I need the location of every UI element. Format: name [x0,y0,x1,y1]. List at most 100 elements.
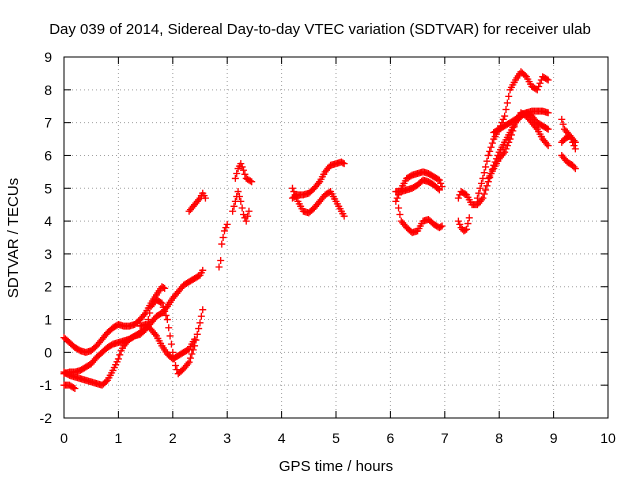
data-point [559,120,567,128]
data-point [505,138,513,146]
data-point [241,170,249,178]
data-point [193,330,201,338]
data-point [571,165,579,173]
data-point [480,169,488,177]
x-tick-label: 2 [169,430,177,446]
chart-title: Day 039 of 2014, Sidereal Day-to-day VTE… [49,21,591,38]
data-point [543,140,551,148]
data-point [507,131,515,139]
data-point [220,227,228,235]
y-tick-label: -1 [40,377,53,393]
data-point [465,214,473,222]
data-point [195,325,203,333]
data-point [339,159,347,167]
data-point [191,335,199,343]
x-tick-label: 7 [441,430,449,446]
data-point [140,311,148,319]
data-point [488,139,496,147]
data-point [487,143,495,151]
data-point [288,184,296,192]
data-point [535,83,543,91]
data-point [188,350,196,358]
data-point [222,224,230,232]
series-track-4 [136,320,199,363]
series-track-21 [558,132,579,146]
data-point [116,351,124,359]
data-point [456,220,464,228]
x-tick-label: 1 [115,430,123,446]
data-point [396,211,404,219]
data-point [499,115,507,123]
data-point [197,312,205,320]
data-point [509,127,517,135]
series-track-6 [185,189,209,215]
data-point [503,99,511,107]
data-point [240,211,248,219]
data-point [167,340,175,348]
x-tick-label: 8 [495,430,503,446]
series-track-12 [392,168,446,205]
x-tick-label: 9 [550,430,558,446]
data-point [157,298,165,306]
data-point [438,222,446,230]
data-point [434,175,442,183]
data-point [186,354,194,362]
data-point [199,306,207,314]
data-point [71,384,79,392]
data-point [246,177,254,185]
data-point [437,179,445,187]
data-point [521,71,529,79]
data-point [505,92,513,100]
data-point [144,316,152,324]
data-point [238,163,246,171]
data-point [392,197,400,205]
data-point [234,188,242,196]
y-axis-label: SDTVAR / TECUs [5,178,22,298]
series-track-10 [288,184,348,220]
data-point [544,125,552,133]
series-track-19 [490,109,552,136]
data-point [454,217,462,225]
series-track-15 [454,214,473,235]
data-point [218,240,226,248]
data-point [480,190,488,198]
series-track-14 [395,204,446,237]
x-tick-label: 10 [600,430,616,446]
y-tick-label: 2 [44,279,52,295]
data-point [558,115,566,123]
series-track-5 [60,381,79,392]
data-point [483,157,491,165]
data-point [543,75,551,83]
data-point [151,330,159,338]
data-point [437,223,445,231]
data-point [544,142,552,150]
data-point [159,284,167,292]
data-point [435,176,443,184]
data-point [163,316,171,324]
data-point [161,307,169,315]
data-point [237,160,245,168]
data-point [162,311,170,319]
data-point [184,360,192,368]
data-point [102,377,110,385]
data-point [544,109,552,117]
data-point [482,186,490,194]
data-point [217,256,225,264]
data-point [201,194,209,202]
data-point [314,179,322,187]
data-point [340,212,348,220]
data-point [393,194,401,202]
data-point [240,166,248,174]
y-tick-label: 7 [44,115,52,131]
data-point [161,284,169,292]
data-point [245,207,253,215]
data-point [510,123,518,131]
data-point [482,163,490,171]
x-tick-label: 3 [223,430,231,446]
data-point [230,202,238,210]
data-point [532,124,540,132]
x-tick-label: 4 [278,430,286,446]
x-tick-label: 5 [332,430,340,446]
